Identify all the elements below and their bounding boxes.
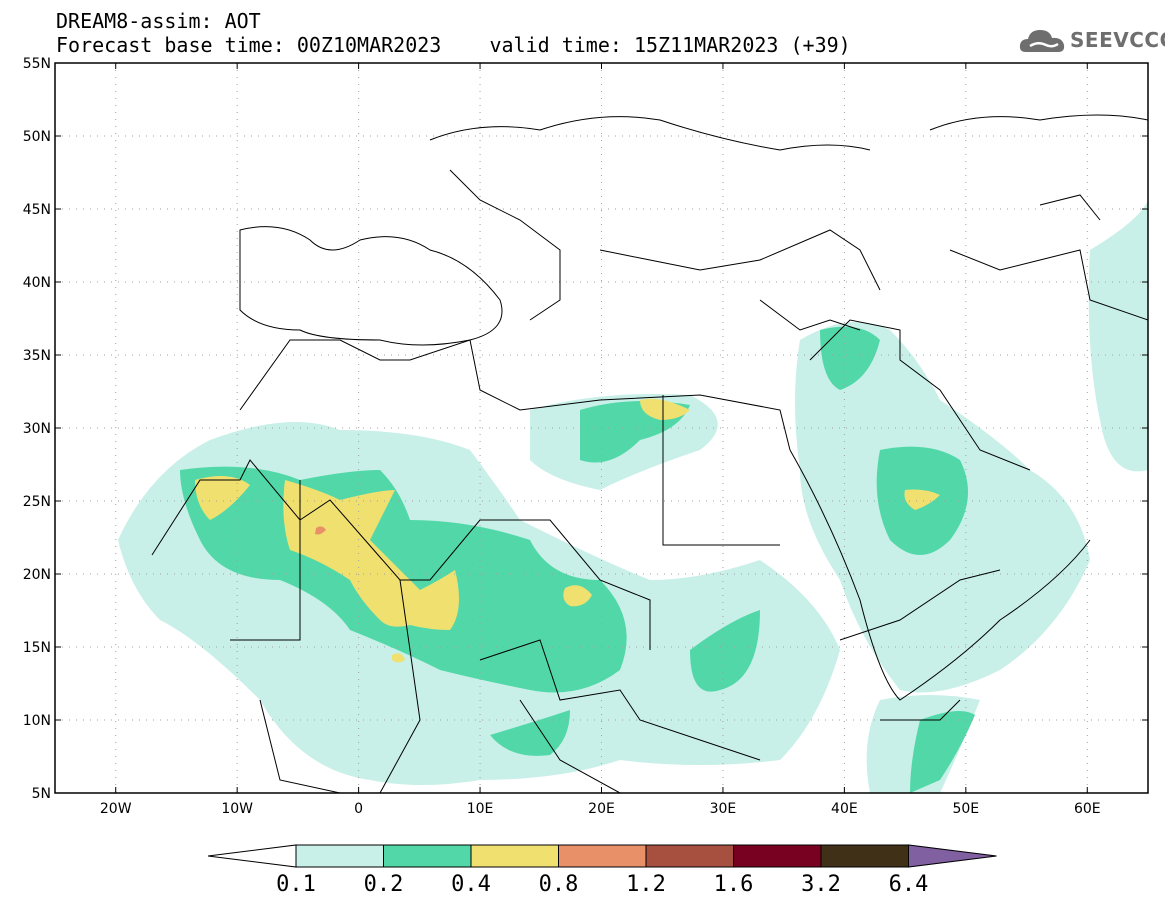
colorbar-segment bbox=[733, 844, 822, 868]
lat-tick-label: 55N bbox=[23, 56, 51, 72]
lat-tick-label: 50N bbox=[23, 129, 51, 145]
lat-tick-label: 35N bbox=[23, 348, 51, 364]
colorbar-segment bbox=[558, 844, 647, 868]
colorbar-segment bbox=[383, 844, 472, 868]
colorbar-over-triangle bbox=[908, 844, 997, 868]
lat-tick-label: 15N bbox=[23, 640, 51, 656]
cloud-icon bbox=[1019, 30, 1065, 52]
lon-tick-label: 0 bbox=[354, 801, 363, 817]
lat-tick-label: 40N bbox=[23, 275, 51, 291]
lon-tick-label: 20W bbox=[100, 801, 132, 817]
lat-tick-label: 20N bbox=[23, 567, 51, 583]
lat-tick-label: 25N bbox=[23, 494, 51, 510]
lon-tick-label: 50E bbox=[952, 801, 979, 817]
colorbar-under-triangle bbox=[207, 844, 297, 868]
colorbar-segment bbox=[470, 844, 559, 868]
colorbar-level-label: 0.2 bbox=[363, 872, 404, 897]
aot-level-0.8 bbox=[315, 526, 326, 535]
latitude-axis: 55N 50N 45N 40N 35N 30N 25N 20N 15N 10N 5N bbox=[23, 56, 1148, 802]
colorbar-level-label: 0.8 bbox=[538, 872, 579, 897]
colorbar-level-label: 1.6 bbox=[713, 872, 754, 897]
seevccc-logo: SEEVCCC bbox=[1018, 24, 1165, 60]
lat-tick-label: 30N bbox=[23, 421, 51, 437]
colorbar-level-label: 3.2 bbox=[801, 872, 841, 897]
lon-tick-label: 10W bbox=[221, 801, 253, 817]
lon-tick-label: 10E bbox=[467, 801, 494, 817]
lon-tick-label: 30E bbox=[710, 801, 737, 817]
colorbar-level-label: 0.4 bbox=[451, 872, 491, 897]
logo-text: SEEVCCC bbox=[1070, 28, 1165, 52]
lon-tick-label: 20E bbox=[588, 801, 615, 817]
lat-tick-label: 10N bbox=[23, 713, 51, 729]
colorbar-level-label: 1.2 bbox=[626, 872, 666, 897]
aot-level-0.4 bbox=[195, 398, 940, 663]
chart-title: DREAM8-assim: AOT bbox=[56, 9, 261, 33]
lat-tick-label: 45N bbox=[23, 202, 51, 218]
longitude-axis: 20W 10W 0 10E 20E 30E 40E 50E 60E bbox=[100, 63, 1101, 817]
colorbar-level-label: 0.1 bbox=[276, 872, 316, 897]
forecast-time-subtitle: Forecast base time: 00Z10MAR2023 valid t… bbox=[56, 33, 851, 57]
graticule bbox=[55, 63, 1148, 793]
lon-tick-label: 60E bbox=[1074, 801, 1101, 817]
colorbar-segment bbox=[645, 844, 734, 868]
lat-tick-label: 5N bbox=[32, 786, 51, 802]
colorbar-segment bbox=[820, 844, 909, 868]
country-borders bbox=[151, 114, 1148, 793]
aot-colorbar bbox=[207, 844, 997, 868]
colorbar-level-label: 6.4 bbox=[888, 872, 929, 897]
colorbar-segment bbox=[295, 844, 384, 868]
lon-tick-label: 40E bbox=[831, 801, 858, 817]
